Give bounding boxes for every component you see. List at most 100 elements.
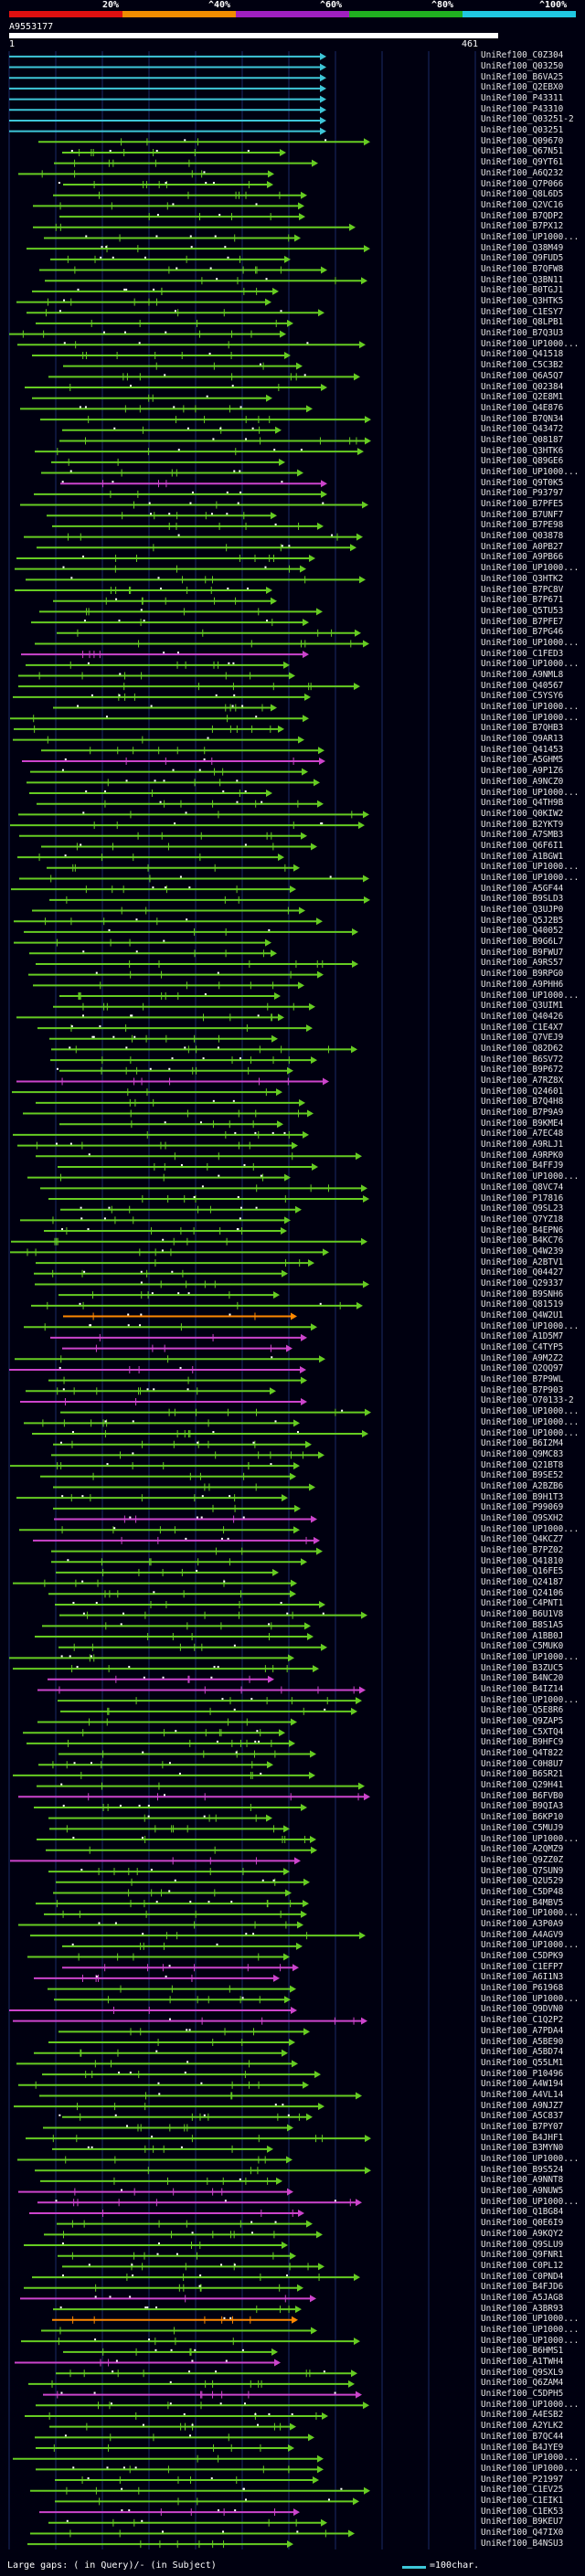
hit-bar[interactable] <box>33 202 304 210</box>
hit-label[interactable]: UniRef100_Q04427 <box>481 1267 564 1278</box>
hit-label[interactable]: UniRef100_C1E4X7 <box>481 1022 564 1033</box>
hit-bar[interactable] <box>58 2252 296 2260</box>
hit-bar[interactable] <box>19 832 307 840</box>
hit-label[interactable]: UniRef100_B4IZ14 <box>481 1683 564 1694</box>
hit-bar[interactable] <box>15 2359 281 2367</box>
hit-label[interactable]: UniRef100_A7EC48 <box>481 1129 564 1140</box>
hit-label[interactable]: UniRef100_B7Q4H8 <box>481 1097 564 1108</box>
hit-bar[interactable] <box>36 959 358 968</box>
hit-bar[interactable] <box>32 2274 360 2282</box>
hit-bar[interactable] <box>24 533 363 541</box>
hit-bar[interactable] <box>25 384 327 392</box>
hit-bar[interactable] <box>56 1878 310 1886</box>
hit-bar[interactable] <box>59 437 371 445</box>
hit-bar[interactable] <box>28 2380 355 2388</box>
hit-bar[interactable] <box>44 1910 307 1918</box>
hit-bar[interactable] <box>38 1761 273 1769</box>
hit-bar[interactable] <box>58 1162 318 1171</box>
hit-bar[interactable] <box>36 2401 369 2410</box>
hit-bar[interactable] <box>58 2028 310 2036</box>
hit-label[interactable]: UniRef100_C5MUK0 <box>481 1641 564 1652</box>
hit-label[interactable]: UniRef100_UP1000... <box>481 1940 580 1951</box>
hit-label[interactable]: UniRef100_Q03878 <box>481 531 564 542</box>
hit-bar[interactable] <box>9 2006 297 2014</box>
hit-bar[interactable] <box>16 1077 329 1086</box>
hit-label[interactable]: UniRef100_UP1000... <box>481 338 580 349</box>
hit-label[interactable]: UniRef100_B7QHB3 <box>481 723 564 734</box>
hit-label[interactable]: UniRef100_Q40052 <box>481 926 564 937</box>
hit-label[interactable]: UniRef100_A3P0A9 <box>481 1919 564 1929</box>
hit-label[interactable]: UniRef100_Q3HTK5 <box>481 296 564 307</box>
hit-label[interactable]: UniRef100_Q67N51 <box>481 146 564 157</box>
hit-bar[interactable] <box>9 84 326 92</box>
hit-bar[interactable] <box>18 683 360 691</box>
hit-bar[interactable] <box>54 1996 291 2004</box>
hit-bar[interactable] <box>18 1921 303 1929</box>
hit-label[interactable]: UniRef100_UP1000... <box>481 2314 580 2325</box>
hit-label[interactable]: UniRef100_B9SLD3 <box>481 894 564 905</box>
hit-bar[interactable] <box>29 949 277 958</box>
hit-bar[interactable] <box>62 426 282 434</box>
hit-label[interactable]: UniRef100_Q9ZAP5 <box>481 1716 564 1726</box>
hit-label[interactable]: UniRef100_UP1000... <box>481 2463 580 2474</box>
hit-label[interactable]: UniRef100_Q4TH9B <box>481 798 564 809</box>
hit-label[interactable]: UniRef100_Q41810 <box>481 1555 564 1566</box>
hit-label[interactable]: UniRef100_B7P9WL <box>481 1374 564 1385</box>
hit-label[interactable]: UniRef100_P43310 <box>481 103 564 114</box>
hit-bar[interactable] <box>58 181 273 189</box>
hit-label[interactable]: UniRef100_Q6ZAM4 <box>481 2378 564 2389</box>
hit-bar[interactable] <box>10 1462 300 1470</box>
hit-bar[interactable] <box>36 1152 362 1161</box>
hit-label[interactable]: UniRef100_B9KME4 <box>481 1118 564 1129</box>
hit-label[interactable]: UniRef100_B7PY07 <box>481 2121 564 2132</box>
hit-bar[interactable] <box>47 512 277 520</box>
hit-bar[interactable] <box>60 1205 302 1214</box>
hit-label[interactable]: UniRef100_Q6A5Q7 <box>481 370 564 381</box>
hit-bar[interactable] <box>62 1942 303 1950</box>
hit-label[interactable]: UniRef100_Q29337 <box>481 1277 564 1288</box>
hit-bar[interactable] <box>9 1365 306 1373</box>
hit-label[interactable]: UniRef100_Q4KCZ7 <box>481 1534 564 1545</box>
hit-bar[interactable] <box>36 1900 309 1908</box>
hit-label[interactable]: UniRef100_UP1000... <box>481 231 580 242</box>
hit-bar[interactable] <box>48 2518 327 2527</box>
hit-label[interactable]: UniRef100_A9RS57 <box>481 958 564 969</box>
hit-bar[interactable] <box>32 351 291 359</box>
hit-label[interactable]: UniRef100_Q03251 <box>481 125 564 136</box>
hit-bar[interactable] <box>60 480 327 488</box>
hit-label[interactable]: UniRef100_A5BD74 <box>481 2047 564 2058</box>
hit-bar[interactable] <box>46 1846 317 1854</box>
hit-label[interactable]: UniRef100_A5BE90 <box>481 2036 564 2047</box>
hit-label[interactable]: UniRef100_Q47IX0 <box>481 2527 564 2538</box>
hit-bar[interactable] <box>12 1088 282 1097</box>
hit-label[interactable]: UniRef100_C4PNT1 <box>481 1598 564 1609</box>
hit-label[interactable]: UniRef100_UP1000... <box>481 702 580 713</box>
hit-bar[interactable] <box>56 1568 279 1576</box>
hit-label[interactable]: UniRef100_B0TGJ1 <box>481 285 564 296</box>
hit-label[interactable]: UniRef100_B7PFE5 <box>481 499 564 510</box>
hit-label[interactable]: UniRef100_C0H8U7 <box>481 1758 564 1769</box>
hit-bar[interactable] <box>15 587 272 595</box>
hit-bar[interactable] <box>37 1782 365 1790</box>
hit-bar[interactable] <box>53 2306 302 2314</box>
hit-bar[interactable] <box>20 1397 307 1405</box>
hit-bar[interactable] <box>27 1953 290 1961</box>
hit-bar[interactable] <box>35 1633 314 1641</box>
hit-label[interactable]: UniRef100_A9NJZ7 <box>481 2100 564 2111</box>
hit-label[interactable]: UniRef100_A1D5M7 <box>481 1331 564 1342</box>
hit-bar[interactable] <box>19 1526 300 1534</box>
hit-label[interactable]: UniRef100_Q8L6D5 <box>481 189 564 200</box>
hit-label[interactable]: UniRef100_B9SE52 <box>481 1470 564 1481</box>
hit-bar[interactable] <box>31 1301 363 1309</box>
hit-bar[interactable] <box>9 95 326 103</box>
hit-bar[interactable] <box>41 747 324 755</box>
hit-bar[interactable] <box>32 287 279 295</box>
hit-label[interactable]: UniRef100_C5DPK9 <box>481 1951 564 1962</box>
hit-label[interactable]: UniRef100_B4EPN6 <box>481 1224 564 1235</box>
hit-label[interactable]: UniRef100_UP1000... <box>481 2453 580 2464</box>
hit-bar[interactable] <box>34 490 327 498</box>
hit-label[interactable]: UniRef100_UP1000... <box>481 1416 580 1427</box>
hit-bar[interactable] <box>59 213 305 221</box>
hit-label[interactable]: UniRef100_B9G6L7 <box>481 937 564 948</box>
hit-bar[interactable] <box>62 1964 299 1972</box>
